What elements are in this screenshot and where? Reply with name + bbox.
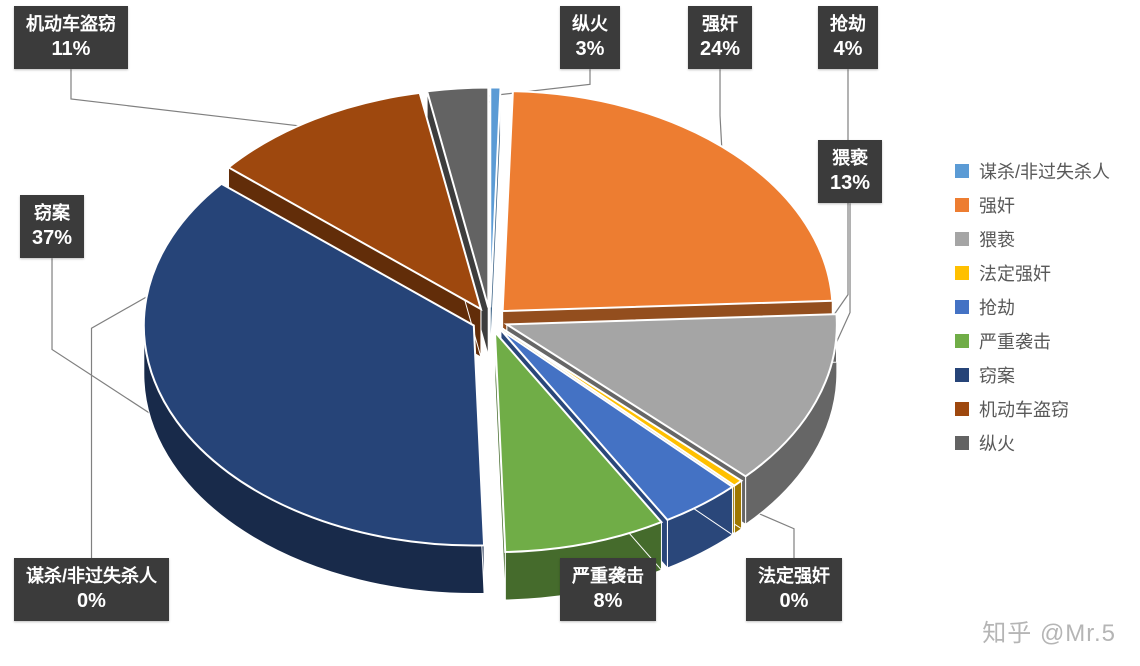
legend-item: 窃案 (955, 362, 1110, 388)
legend-item: 严重袭击 (955, 328, 1110, 354)
legend-label: 严重袭击 (979, 328, 1051, 354)
legend-swatch (955, 402, 969, 416)
callout-label: 机动车盗窃 (26, 12, 116, 36)
pie-slice-murder (490, 87, 500, 307)
callout-pct: 0% (26, 588, 157, 615)
callout-label: 窃案 (32, 201, 72, 225)
callout-pct: 24% (700, 36, 740, 63)
legend: 谋杀/非过失杀人强奸猥亵法定强奸抢劫严重袭击窃案机动车盗窃纵火 (955, 150, 1110, 464)
legend-label: 强奸 (979, 192, 1015, 218)
callout-robbery: 抢劫4% (818, 6, 878, 69)
callout-label: 谋杀/非过失杀人 (26, 564, 157, 588)
callout-assault: 严重袭击8% (560, 558, 656, 621)
legend-swatch (955, 198, 969, 212)
legend-item: 法定强奸 (955, 260, 1110, 286)
legend-item: 机动车盗窃 (955, 396, 1110, 422)
callout-murder: 谋杀/非过失杀人0% (14, 558, 169, 621)
callout-pct: 11% (26, 36, 116, 63)
callout-arson: 纵火3% (560, 6, 620, 69)
legend-label: 谋杀/非过失杀人 (979, 158, 1110, 184)
legend-swatch (955, 368, 969, 382)
callout-mvtheft: 机动车盗窃11% (14, 6, 128, 69)
legend-label: 纵火 (979, 430, 1015, 456)
legend-label: 抢劫 (979, 294, 1015, 320)
callout-label: 猥亵 (830, 146, 870, 170)
legend-swatch (955, 436, 969, 450)
leader-mvtheft (71, 69, 323, 128)
callout-statrape: 法定强奸0% (746, 558, 842, 621)
callout-rape: 强奸24% (688, 6, 752, 69)
pie-slice-rape (503, 91, 833, 311)
callout-pct: 37% (32, 225, 72, 252)
legend-swatch (955, 300, 969, 314)
legend-item: 猥亵 (955, 226, 1110, 252)
legend-label: 窃案 (979, 362, 1015, 388)
callout-pct: 0% (758, 588, 830, 615)
legend-item: 纵火 (955, 430, 1110, 456)
callout-label: 抢劫 (830, 12, 866, 36)
callout-pct: 4% (830, 36, 866, 63)
callout-label: 强奸 (700, 12, 740, 36)
legend-item: 强奸 (955, 192, 1110, 218)
legend-swatch (955, 266, 969, 280)
legend-swatch (955, 164, 969, 178)
callout-theft: 窃案37% (20, 195, 84, 258)
callout-pct: 13% (830, 170, 870, 197)
callout-label: 法定强奸 (758, 564, 830, 588)
callout-label: 严重袭击 (572, 564, 644, 588)
callout-indecent: 猥亵13% (818, 140, 882, 203)
legend-label: 猥亵 (979, 226, 1015, 252)
legend-item: 谋杀/非过失杀人 (955, 158, 1110, 184)
callout-pct: 3% (572, 36, 608, 63)
legend-swatch (955, 232, 969, 246)
callout-label: 纵火 (572, 12, 608, 36)
legend-label: 机动车盗窃 (979, 396, 1069, 422)
legend-swatch (955, 334, 969, 348)
callout-pct: 8% (572, 588, 644, 615)
legend-item: 抢劫 (955, 294, 1110, 320)
legend-label: 法定强奸 (979, 260, 1051, 286)
